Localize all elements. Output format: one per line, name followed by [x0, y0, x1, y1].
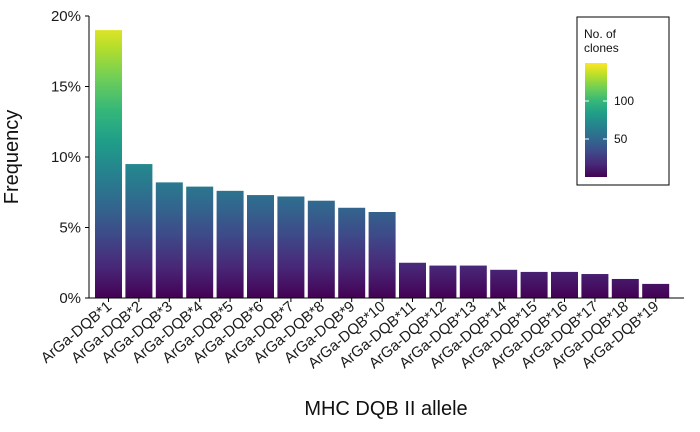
bar-2	[125, 164, 153, 298]
legend-tick-label: 100	[614, 94, 634, 108]
legend-ticks-group: 50 100	[585, 94, 634, 146]
bar-1	[95, 30, 122, 298]
bar-11	[399, 262, 426, 298]
bar-14	[490, 269, 518, 298]
x-axis-title: MHC DQB II allele	[304, 398, 467, 420]
bar-19	[642, 283, 670, 298]
y-tick-label: 10%	[51, 149, 81, 166]
bar-6	[247, 195, 274, 298]
bar-16	[551, 271, 578, 298]
bar-10	[368, 211, 396, 298]
legend-title-line-2: clones	[584, 41, 619, 55]
bar-8	[307, 200, 335, 298]
y-tick-label: 20%	[51, 8, 81, 25]
bar-17	[581, 274, 609, 298]
legend-colorbar	[585, 63, 607, 177]
bar-3	[155, 182, 183, 298]
legend-title-line-1: No. of	[584, 27, 617, 41]
bar-7	[277, 196, 305, 298]
y-tick-label: 15%	[51, 79, 81, 96]
bar-12	[429, 265, 457, 298]
x-ticks-group: ArGa-DQB*1ArGa-DQB*2ArGa-DQB*3ArGa-DQB*4…	[38, 298, 662, 372]
bar-5	[216, 190, 244, 298]
y-ticks-group: 0% 5% 10% 15% 20%	[51, 8, 89, 307]
bars-group	[95, 30, 670, 298]
bar-9	[338, 207, 366, 298]
colorbar-legend: No. of clones 50 100	[576, 16, 670, 186]
bar-13	[459, 265, 487, 298]
bar-15	[520, 271, 548, 298]
y-tick-label: 0%	[59, 290, 81, 307]
y-tick-label: 5%	[59, 220, 81, 237]
y-axis-title: Frequency	[1, 110, 23, 205]
bar-4	[186, 186, 214, 298]
bar-18	[611, 278, 639, 298]
legend-tick-label: 50	[614, 132, 628, 146]
